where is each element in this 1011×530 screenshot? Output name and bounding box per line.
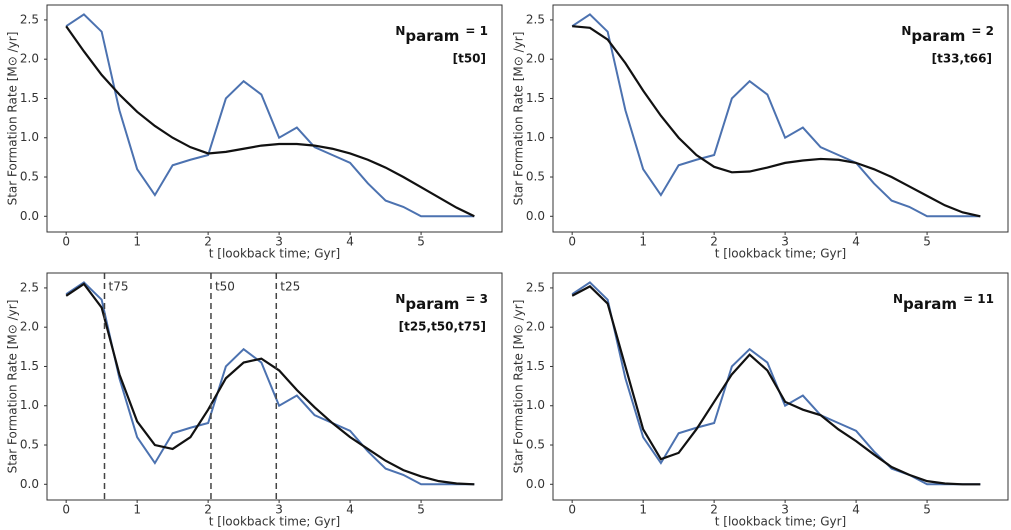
annotation-params: [t50] bbox=[453, 52, 486, 66]
y-tick-label: 0.5 bbox=[526, 170, 545, 184]
y-tick-label: 0.5 bbox=[20, 438, 39, 452]
panel: 0 1 2 3 4 5 0.0 0.5 1.0 1.5 2.0 2.5 t [lookback time… bbox=[512, 272, 1009, 529]
x-axis-label: t [lookback time; Gyr] bbox=[715, 247, 846, 261]
x-tick-label: 2 bbox=[204, 503, 212, 517]
x-axis-label: t [lookback time; Gyr] bbox=[715, 515, 846, 529]
y-tick-label: 2.0 bbox=[526, 320, 545, 334]
y-axis-label: Star Formation Rate [M⊙ /yr] bbox=[6, 300, 20, 474]
y-tick-label: 2.5 bbox=[20, 280, 39, 294]
panel: 0 1 2 3 4 5 0.0 0.5 1.0 1.5 2.0 2.5 t [lookback time… bbox=[512, 4, 1009, 261]
annotation-symbol: N bbox=[893, 292, 903, 306]
y-tick-label: 0.0 bbox=[20, 477, 39, 491]
series-line bbox=[571, 13, 981, 218]
x-tick-label: 1 bbox=[133, 235, 141, 249]
series-line bbox=[65, 13, 475, 218]
annotation: Nparam = 1 bbox=[395, 24, 488, 45]
series-line bbox=[571, 285, 981, 486]
panel: 0 1 2 3 4 5 0.0 0.5 1.0 1.5 2.0 2.5 t [lookback time… bbox=[6, 272, 503, 529]
y-tick-label: 0.0 bbox=[526, 477, 545, 491]
x-axis-label: t [lookback time; Gyr] bbox=[209, 247, 340, 261]
annotation-subscript: param bbox=[405, 27, 459, 45]
y-axis-label: Star Formation Rate [M⊙ /yr] bbox=[512, 32, 526, 206]
series-line bbox=[65, 25, 475, 218]
annotation-params: [t25,t50,t75] bbox=[399, 320, 486, 334]
plot-frame bbox=[552, 272, 1009, 501]
annotation-subscript: param bbox=[903, 295, 957, 313]
x-tick-label: 3 bbox=[275, 235, 283, 249]
annotation-text: = 1 bbox=[465, 24, 488, 38]
x-tick-label: 4 bbox=[346, 235, 354, 249]
annotation-text: = 2 bbox=[971, 24, 994, 38]
x-tick-label: 5 bbox=[417, 503, 425, 517]
y-tick-label: 2.0 bbox=[20, 52, 39, 66]
annotation-subscript: param bbox=[405, 295, 459, 313]
y-axis-label: Star Formation Rate [M⊙ /yr] bbox=[512, 300, 526, 474]
x-tick-label: 0 bbox=[62, 503, 70, 517]
x-tick-label: 2 bbox=[710, 235, 718, 249]
annotation-text: = 11 bbox=[963, 292, 994, 306]
annotation: Nparam = 2 bbox=[901, 24, 994, 45]
annotation-subscript: param bbox=[911, 27, 965, 45]
annotation: Nparam = 11 bbox=[893, 292, 994, 313]
plot-frame bbox=[552, 4, 1009, 233]
x-tick-label: 5 bbox=[923, 503, 931, 517]
x-tick-label: 0 bbox=[568, 235, 576, 249]
x-tick-label: 5 bbox=[417, 235, 425, 249]
marker-label: t25 bbox=[280, 280, 300, 294]
y-tick-label: 1.0 bbox=[20, 130, 39, 144]
x-tick-label: 2 bbox=[710, 503, 718, 517]
y-tick-label: 2.0 bbox=[526, 52, 545, 66]
y-tick-label: 0.5 bbox=[20, 170, 39, 184]
x-tick-label: 4 bbox=[852, 503, 860, 517]
plot-frame bbox=[46, 4, 503, 233]
x-tick-label: 1 bbox=[133, 503, 141, 517]
y-tick-label: 1.0 bbox=[526, 398, 545, 412]
y-tick-label: 1.5 bbox=[20, 359, 39, 373]
x-axis-label: t [lookback time; Gyr] bbox=[209, 515, 340, 529]
y-tick-label: 0.0 bbox=[526, 209, 545, 223]
series-line bbox=[65, 282, 475, 486]
annotation-symbol: N bbox=[901, 24, 911, 38]
x-tick-label: 1 bbox=[639, 235, 647, 249]
x-tick-label: 2 bbox=[204, 235, 212, 249]
annotation-text: = 3 bbox=[465, 292, 488, 306]
x-tick-label: 3 bbox=[781, 235, 789, 249]
y-tick-label: 2.5 bbox=[20, 12, 39, 26]
marker-label: t75 bbox=[108, 280, 128, 294]
series-line bbox=[571, 281, 981, 486]
annotation-params: [t33,t66] bbox=[932, 52, 992, 66]
plot-frame bbox=[46, 272, 503, 501]
x-tick-label: 0 bbox=[568, 503, 576, 517]
y-tick-label: 0.5 bbox=[526, 438, 545, 452]
annotation-symbol: N bbox=[395, 292, 405, 306]
x-tick-label: 3 bbox=[781, 503, 789, 517]
annotation: Nparam = 3 bbox=[395, 292, 488, 313]
marker-label: t50 bbox=[215, 280, 235, 294]
x-tick-label: 4 bbox=[852, 235, 860, 249]
y-tick-label: 2.5 bbox=[526, 12, 545, 26]
y-tick-label: 1.5 bbox=[526, 91, 545, 105]
x-tick-label: 3 bbox=[275, 503, 283, 517]
y-tick-label: 2.5 bbox=[526, 280, 545, 294]
panel: 0 1 2 3 4 5 0.0 0.5 1.0 1.5 2.0 2.5 t [lookback time… bbox=[6, 4, 503, 261]
y-axis-label: Star Formation Rate [M⊙ /yr] bbox=[6, 32, 20, 206]
y-tick-label: 0.0 bbox=[20, 209, 39, 223]
x-tick-label: 4 bbox=[346, 503, 354, 517]
y-tick-label: 1.0 bbox=[20, 398, 39, 412]
y-tick-label: 1.5 bbox=[20, 91, 39, 105]
y-tick-label: 1.0 bbox=[526, 130, 545, 144]
y-tick-label: 1.5 bbox=[526, 359, 545, 373]
x-tick-label: 5 bbox=[923, 235, 931, 249]
x-tick-label: 0 bbox=[62, 235, 70, 249]
x-tick-label: 1 bbox=[639, 503, 647, 517]
y-tick-label: 2.0 bbox=[20, 320, 39, 334]
series-line bbox=[65, 281, 475, 486]
annotation-symbol: N bbox=[395, 24, 405, 38]
series-line bbox=[572, 25, 981, 218]
